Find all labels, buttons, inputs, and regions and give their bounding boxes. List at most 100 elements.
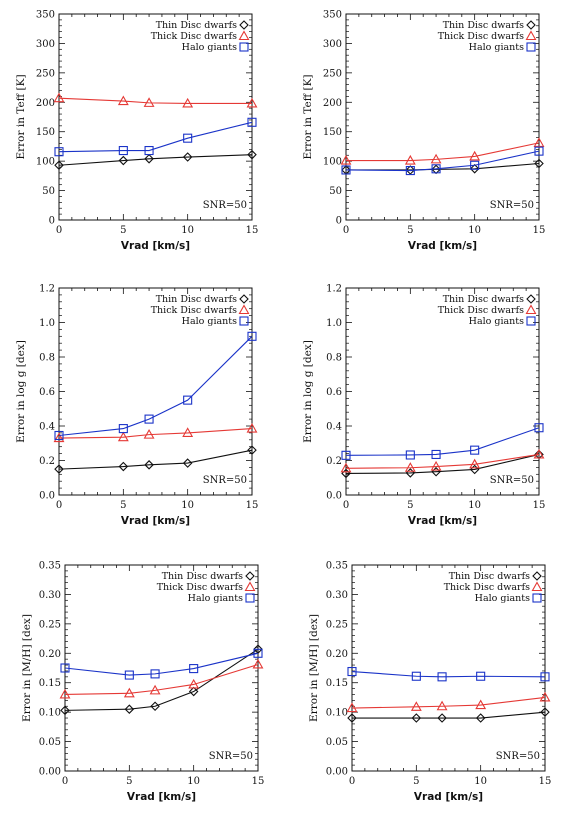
y-tick-label: 0.35: [39, 561, 61, 572]
data-point-triangle: [410, 701, 422, 711]
legend-label: Halo giants: [469, 42, 524, 53]
legend-label: Thick Disc dwarfs: [444, 582, 530, 593]
x-tick-label: 10: [181, 500, 194, 511]
y-tick-label: 100: [36, 157, 55, 168]
y-tick-label: 250: [36, 68, 55, 79]
plot-frame: [345, 13, 540, 221]
data-point-diamond: [347, 713, 357, 723]
data-point-triangle: [188, 678, 200, 689]
series-line-1: [58, 449, 253, 470]
y-axis-label: Error in [M/H] [dex]: [21, 614, 33, 722]
legend-label: Halo giants: [475, 593, 530, 604]
series-line-2: [64, 663, 259, 696]
legend-marker-diamond: [239, 294, 249, 304]
data-point-square: [144, 145, 154, 156]
y-tick-label: 0.0: [39, 491, 55, 502]
legend-marker-square: [526, 316, 536, 326]
panel-6: 0 5 10 15 0.00 0.05 0.10 0.15 0.20 0.25 0.30 0.35 Vr…: [308, 561, 551, 804]
y-tick-label: 150: [323, 127, 342, 138]
data-point-triangle: [117, 431, 129, 442]
panel-3: 0 5 10 15 0.0 0.2 0.4 0.6 0.8 1.0 1.2 Vrad [km/s] Er…: [15, 284, 258, 528]
series-line-3: [58, 335, 253, 437]
x-tick-label: 0: [343, 500, 349, 511]
data-point-triangle: [182, 97, 194, 108]
data-point-triangle: [539, 691, 551, 702]
data-point-diamond: [144, 460, 154, 470]
series-line-2: [345, 453, 540, 469]
legend-marker-diamond: [239, 20, 249, 30]
legend-label: Thin Disc dwarfs: [449, 571, 530, 582]
data-point-diamond: [247, 149, 257, 160]
y-tick-label: 0.05: [326, 737, 348, 748]
data-point-diamond: [475, 713, 486, 723]
y-tick-label: 0: [49, 216, 55, 227]
data-point-triangle: [246, 422, 258, 433]
x-tick-label: 5: [120, 500, 126, 511]
data-point-triangle: [182, 427, 194, 437]
legend-label: Halo giants: [469, 316, 524, 327]
y-tick-label: 0.20: [326, 649, 348, 660]
data-point-square: [405, 166, 415, 176]
y-tick-label: 50: [329, 186, 342, 197]
y-tick-label: 0.00: [39, 767, 61, 778]
data-point-square: [470, 160, 480, 170]
series-line-3: [64, 652, 259, 676]
y-tick-label: 0.6: [326, 387, 342, 398]
data-point-square: [411, 671, 421, 681]
y-tick-label: 100: [323, 157, 342, 168]
data-point-square: [534, 423, 544, 433]
data-point-diamond: [182, 458, 193, 468]
y-tick-label: 0.2: [39, 456, 55, 467]
data-point-triangle: [246, 97, 258, 108]
legend-marker-triangle: [525, 30, 537, 41]
y-tick-label: 0.25: [326, 619, 348, 630]
data-point-triangle: [340, 462, 352, 473]
data-point-triangle: [436, 700, 448, 711]
y-tick-label: 0.4: [39, 422, 55, 433]
legend-marker-diamond: [532, 571, 542, 581]
x-tick-label: 15: [246, 225, 259, 236]
legend-label: Halo giants: [188, 593, 243, 604]
data-point-triangle: [123, 687, 135, 698]
y-tick-label: 350: [323, 10, 342, 21]
data-point-diamond: [188, 686, 199, 697]
y-tick-label: 0.10: [39, 708, 61, 719]
data-point-triangle: [149, 684, 161, 695]
data-point-triangle: [475, 699, 487, 710]
y-tick-label: 1.2: [39, 284, 55, 295]
y-tick-label: 0.35: [326, 561, 348, 572]
y-tick-label: 0.30: [39, 590, 61, 601]
x-tick-label: 15: [252, 776, 265, 787]
y-axis-label: Error in log g [dex]: [15, 340, 27, 443]
series-line-2: [58, 428, 253, 439]
data-point-diamond: [118, 155, 129, 166]
data-point-diamond: [54, 160, 64, 171]
data-point-diamond: [247, 445, 257, 455]
data-point-diamond: [534, 158, 544, 169]
y-tick-label: 50: [42, 186, 55, 197]
x-tick-label: 10: [187, 776, 200, 787]
snr-annotation: SNR=50: [490, 200, 534, 211]
data-point-square: [470, 445, 480, 455]
data-point-diamond: [405, 165, 416, 175]
data-point-triangle: [117, 95, 129, 106]
data-point-square: [54, 430, 64, 441]
data-point-triangle: [143, 97, 155, 107]
data-point-triangle: [533, 448, 545, 459]
x-tick-label: 0: [62, 776, 68, 787]
data-point-diamond: [253, 644, 263, 654]
x-axis-label: Vrad [km/s]: [127, 791, 196, 803]
series-line-3: [351, 670, 546, 678]
data-point-square: [431, 164, 441, 174]
y-tick-label: 0.8: [326, 353, 342, 364]
data-point-triangle: [469, 150, 481, 161]
data-point-square: [247, 331, 257, 341]
data-point-triangle: [252, 658, 264, 669]
data-point-square: [476, 671, 486, 681]
data-point-square: [405, 450, 415, 460]
series-line-1: [346, 162, 540, 171]
series-line-1: [352, 711, 546, 719]
data-point-square: [341, 165, 351, 175]
data-point-triangle: [346, 702, 358, 713]
x-tick-label: 10: [474, 776, 487, 787]
